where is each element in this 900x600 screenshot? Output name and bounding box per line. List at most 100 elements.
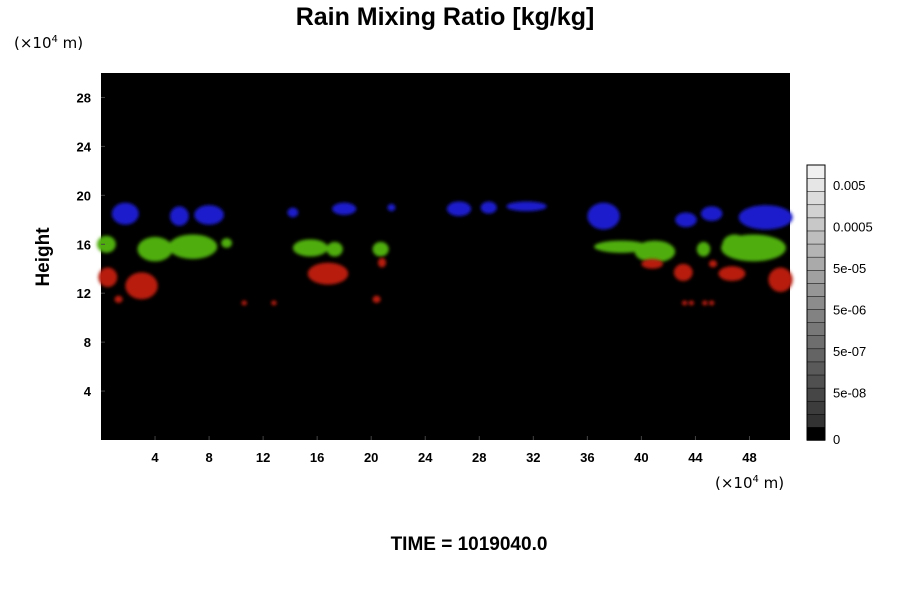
- y-tick-label: 4: [84, 384, 92, 399]
- rain-blob-upper-5: [387, 203, 396, 212]
- x-tick-label: 36: [580, 450, 594, 465]
- layer-middle: [96, 234, 786, 263]
- y-axis-unit-prefix: (×10: [14, 34, 52, 52]
- rain-blob-lower-7: [377, 257, 387, 268]
- colorbar-level: [806, 426, 826, 441]
- colorbar-tick-label: 5e-06: [833, 302, 866, 317]
- x-tick-label: 4: [151, 450, 159, 465]
- layer-lower: [98, 257, 793, 306]
- rain-layers: [96, 201, 793, 306]
- rain-blob-middle-2: [168, 234, 218, 259]
- rain-blob-upper-0: [111, 202, 139, 225]
- rain-blob-upper-2: [194, 205, 224, 225]
- rain-blob-lower-8: [641, 258, 664, 269]
- y-tick-label: 28: [77, 90, 91, 105]
- colorbar: [806, 164, 826, 441]
- x-tick-label: 40: [634, 450, 648, 465]
- rain-blob-lower-12: [702, 300, 708, 306]
- rain-blob-lower-15: [718, 266, 746, 281]
- y-tick-label: 12: [77, 286, 91, 301]
- rain-blob-middle-8: [634, 240, 676, 263]
- colorbar-level: [806, 256, 826, 271]
- x-axis-unit-exponent: 4: [753, 474, 759, 485]
- y-axis-unit-exponent: 4: [52, 34, 58, 45]
- colorbar-tick-label: 0.005: [833, 178, 866, 193]
- colorbar-frame: [806, 164, 826, 441]
- rain-blob-upper-11: [700, 206, 723, 222]
- x-tick-label: 8: [205, 450, 212, 465]
- colorbar-level: [806, 217, 826, 232]
- colorbar-tick-label: 0.0005: [833, 219, 873, 234]
- colorbar-level: [806, 295, 826, 310]
- colorbar-level: [806, 164, 826, 179]
- colorbar-level: [806, 400, 826, 415]
- y-tick-label: 8: [84, 335, 91, 350]
- rain-blob-lower-13: [708, 300, 715, 306]
- rain-blob-lower-1: [125, 272, 158, 300]
- colorbar-level: [806, 321, 826, 336]
- y-tick-label: 20: [77, 188, 91, 203]
- rain-blob-lower-10: [681, 300, 688, 306]
- rain-blob-lower-2: [114, 295, 123, 303]
- rain-blob-upper-10: [675, 212, 697, 228]
- colorbar-ticks: 0 5e-08 5e-07 5e-06 5e-05 0.0005 0.005: [833, 178, 873, 447]
- x-tick-label: 32: [526, 450, 540, 465]
- x-tick-label: 24: [418, 450, 433, 465]
- rain-blob-middle-3: [221, 238, 233, 248]
- rain-blob-middle-6: [372, 241, 389, 257]
- colorbar-level: [806, 374, 826, 389]
- rain-blob-lower-16: [768, 267, 793, 292]
- rain-blob-lower-5: [307, 262, 349, 285]
- x-tick-label: 20: [364, 450, 378, 465]
- plot-area: [101, 73, 790, 440]
- colorbar-tick-label: 5e-08: [833, 385, 866, 400]
- y-axis-unit-suffix: m): [58, 34, 83, 52]
- colorbar-level: [806, 361, 826, 376]
- x-tick-label: 48: [742, 450, 756, 465]
- colorbar-level: [806, 204, 826, 219]
- rain-blob-middle-0: [96, 235, 116, 253]
- time-label: TIME = 1019040.0: [391, 534, 548, 555]
- rain-blob-upper-4: [332, 202, 357, 215]
- rain-blob-middle-1: [137, 236, 173, 262]
- chart-title: Rain Mixing Ratio [kg/kg]: [296, 3, 595, 31]
- x-tick-label: 44: [688, 450, 703, 465]
- rain-blob-lower-9: [673, 263, 693, 281]
- rain-blob-middle-9: [696, 241, 711, 257]
- y-axis-label: Height: [33, 227, 54, 287]
- colorbar-level: [806, 230, 826, 245]
- y-tick-label: 16: [77, 237, 91, 252]
- colorbar-level: [806, 308, 826, 323]
- rain-blob-middle-7: [594, 240, 649, 253]
- colorbar-level: [806, 282, 826, 297]
- colorbar-level: [806, 413, 826, 428]
- rain-blob-lower-11: [688, 300, 695, 306]
- x-tick-label: 12: [256, 450, 270, 465]
- rain-blob-upper-12: [738, 205, 793, 230]
- colorbar-tick-label: 5e-05: [833, 261, 866, 276]
- colorbar-tick-label: 5e-07: [833, 344, 866, 359]
- x-axis-unit-suffix: m): [759, 474, 784, 492]
- colorbar-level: [806, 190, 826, 206]
- rain-blob-lower-0: [98, 267, 118, 288]
- colorbar-level: [806, 348, 826, 363]
- layer-upper: [111, 201, 793, 230]
- rain-blob-upper-6: [446, 201, 472, 217]
- rain-blob-upper-9: [587, 202, 620, 230]
- rain-blob-lower-6: [372, 295, 381, 303]
- y-tick-label: 24: [77, 139, 92, 154]
- rain-blob-upper-1: [169, 206, 189, 226]
- colorbar-level: [806, 269, 826, 284]
- colorbar-level: [806, 177, 826, 192]
- rain-blob-upper-7: [480, 201, 497, 214]
- x-axis-unit-prefix: (×10: [715, 474, 753, 492]
- x-tick-label: 28: [472, 450, 486, 465]
- x-axis-unit: (×104 m): [715, 474, 784, 492]
- rain-blob-upper-3: [287, 207, 299, 218]
- rain-blob-lower-14: [708, 260, 718, 268]
- rain-blob-middle-5: [326, 241, 343, 257]
- rain-blob-lower-3: [241, 300, 247, 306]
- colorbar-level: [806, 387, 826, 402]
- x-axis-ticks: 4 8 12 16 20 24 28 32 36 40 44 48: [151, 436, 757, 465]
